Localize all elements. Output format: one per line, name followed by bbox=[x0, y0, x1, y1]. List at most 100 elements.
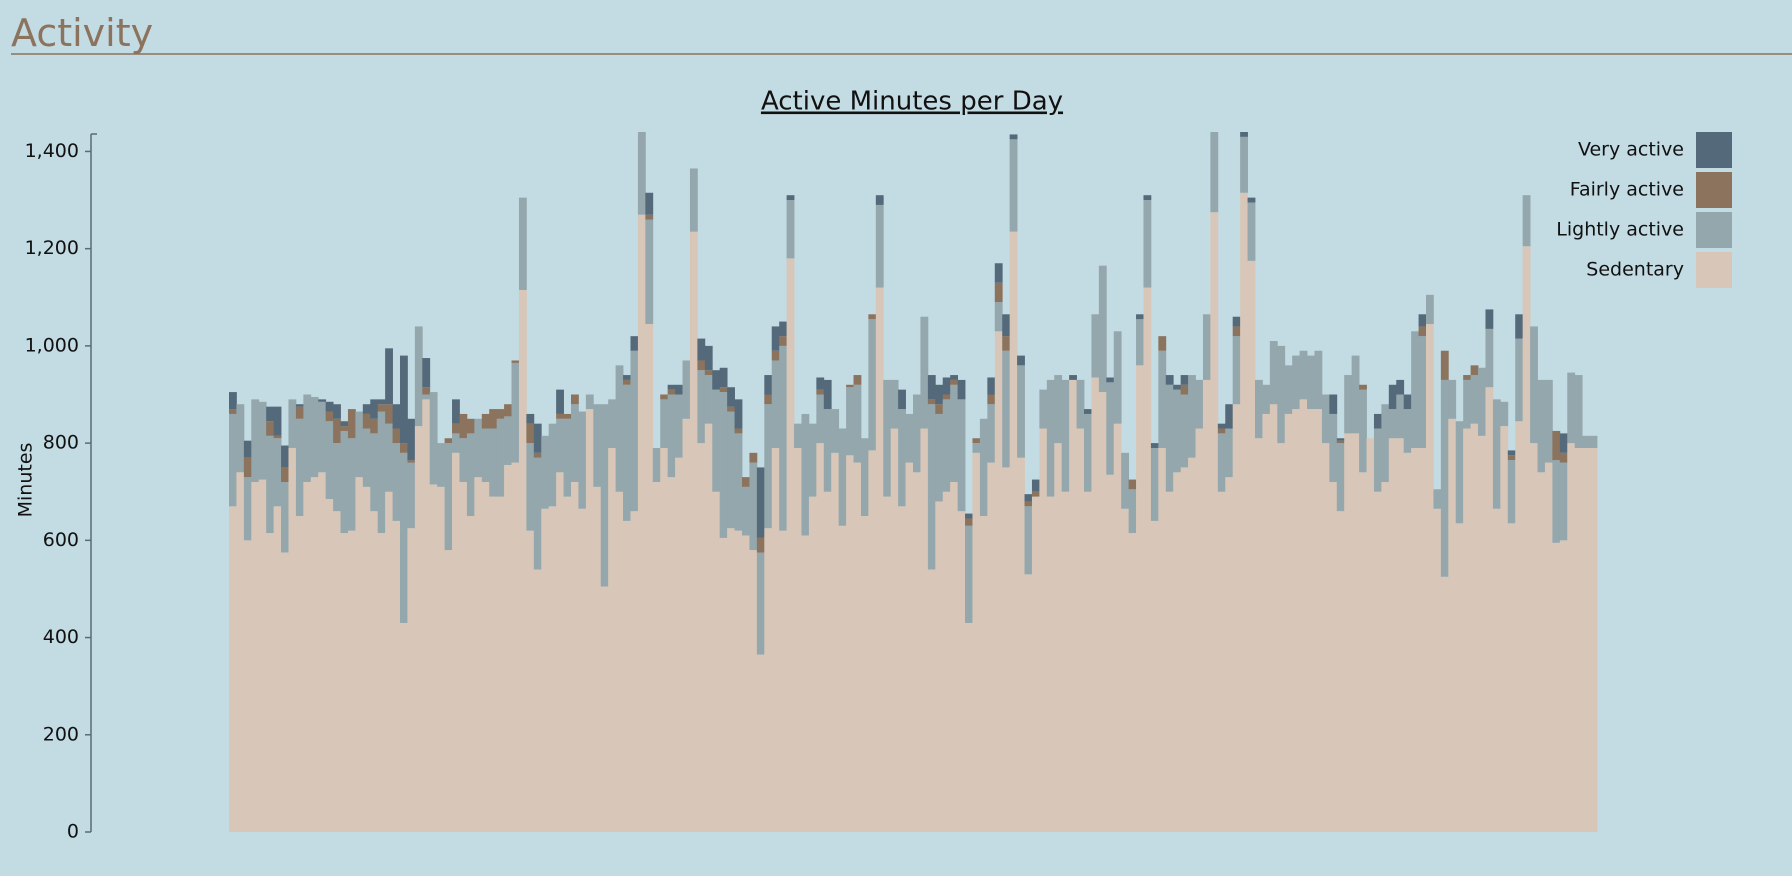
bar-segment bbox=[816, 389, 825, 395]
bar-segment bbox=[749, 550, 758, 832]
bar-segment bbox=[229, 506, 237, 832]
bar-segment bbox=[1426, 294, 1434, 325]
bar-segment bbox=[414, 426, 423, 832]
bar-segment bbox=[1396, 379, 1405, 395]
bar-segment bbox=[913, 472, 921, 832]
bar-segment bbox=[266, 435, 275, 534]
bar-segment bbox=[1173, 472, 1182, 832]
bar-segment bbox=[1180, 394, 1189, 468]
bar-segment bbox=[1448, 418, 1457, 832]
bar-segment bbox=[1515, 314, 1524, 339]
bar-segment bbox=[466, 516, 475, 832]
bar-segment bbox=[719, 392, 728, 538]
bar-segment bbox=[1582, 447, 1590, 832]
bar-segment bbox=[1470, 365, 1479, 376]
bar-segment bbox=[1017, 365, 1025, 458]
bar-segment bbox=[229, 392, 237, 410]
bar-segment bbox=[1017, 355, 1025, 366]
bar-segment bbox=[1217, 428, 1226, 434]
bar-segment bbox=[1054, 443, 1063, 832]
bar-segment bbox=[340, 421, 349, 427]
bar-segment bbox=[1173, 384, 1182, 390]
bar-segment bbox=[1411, 331, 1419, 448]
legend-label: Fairly active bbox=[1570, 179, 1684, 201]
bar-segment bbox=[1507, 523, 1516, 832]
bar-segment bbox=[1232, 404, 1241, 832]
bar-segment bbox=[1202, 379, 1211, 832]
bar-segment bbox=[496, 418, 505, 497]
bar-segment bbox=[1210, 212, 1219, 833]
bar-segment bbox=[1552, 460, 1561, 543]
bar-segment bbox=[994, 302, 1003, 332]
bar-segment bbox=[474, 477, 483, 832]
bar-segment bbox=[1054, 375, 1063, 444]
bar-segment bbox=[927, 569, 936, 832]
bar-segment bbox=[362, 413, 371, 429]
bar-segment bbox=[1433, 489, 1442, 509]
bar-segment bbox=[1136, 319, 1144, 366]
bar-segment bbox=[1336, 440, 1345, 444]
bar-segment bbox=[704, 345, 713, 371]
bar-segment bbox=[1492, 508, 1501, 832]
bar-segment bbox=[898, 389, 906, 410]
bar-segment bbox=[1031, 496, 1040, 832]
bar-segment bbox=[734, 428, 743, 434]
bar-segment bbox=[823, 379, 832, 410]
bar-segment bbox=[1485, 387, 1494, 832]
bar-segment bbox=[1084, 413, 1092, 492]
bar-segment bbox=[288, 399, 297, 448]
bar-segment bbox=[481, 482, 490, 832]
bar-segment bbox=[1336, 511, 1345, 832]
bar-segment bbox=[1069, 375, 1077, 380]
legend-label: Very active bbox=[1578, 139, 1684, 161]
bar-segment bbox=[496, 409, 505, 419]
bar-segment bbox=[808, 423, 817, 497]
bar-segment bbox=[712, 370, 721, 390]
bar-segment bbox=[786, 195, 795, 201]
bar-segment bbox=[385, 348, 393, 405]
bar-segment bbox=[742, 535, 750, 832]
bar-segment bbox=[1440, 379, 1449, 577]
bar-segment bbox=[660, 394, 669, 400]
bar-segment bbox=[913, 394, 921, 473]
bar-segment bbox=[1061, 379, 1070, 492]
bar-segment bbox=[1069, 379, 1077, 832]
bar-segment bbox=[1329, 394, 1338, 414]
bar-segment bbox=[905, 413, 914, 463]
bar-segment bbox=[585, 409, 594, 832]
bar-segment bbox=[281, 552, 289, 832]
bar-segment bbox=[295, 406, 304, 419]
bar-segment bbox=[1106, 382, 1115, 475]
bar-segment bbox=[697, 370, 706, 444]
bar-segment bbox=[1433, 508, 1442, 832]
bar-segment bbox=[1559, 462, 1568, 541]
bar-segment bbox=[623, 520, 631, 832]
bar-segment bbox=[935, 501, 944, 832]
bar-segment bbox=[1098, 265, 1107, 393]
bar-segment bbox=[1544, 379, 1553, 463]
bar-segment bbox=[771, 447, 780, 832]
bar-segment bbox=[816, 377, 825, 390]
bar-segment bbox=[1396, 438, 1405, 832]
bar-segment bbox=[429, 392, 438, 485]
bar-segment bbox=[860, 516, 869, 832]
bar-segment bbox=[853, 384, 862, 463]
bar-segment bbox=[727, 411, 735, 529]
bar-segment bbox=[704, 423, 713, 832]
bar-segment bbox=[1113, 423, 1122, 832]
bar-segment bbox=[667, 389, 676, 395]
bar-segment bbox=[243, 440, 252, 458]
bar-segment bbox=[571, 394, 579, 405]
bar-segment bbox=[1507, 455, 1516, 461]
bar-segment bbox=[1492, 399, 1501, 509]
bar-segment bbox=[972, 452, 981, 832]
bar-segment bbox=[251, 482, 260, 832]
bar-segment bbox=[1344, 375, 1353, 434]
bar-segment bbox=[392, 520, 401, 832]
bar-segment bbox=[325, 421, 334, 500]
y-tick-label: 1,400 bbox=[25, 140, 79, 162]
bar-segment bbox=[764, 394, 773, 405]
bar-segment bbox=[1321, 394, 1330, 444]
bar-segment bbox=[370, 418, 379, 434]
bar-segment bbox=[652, 482, 661, 832]
